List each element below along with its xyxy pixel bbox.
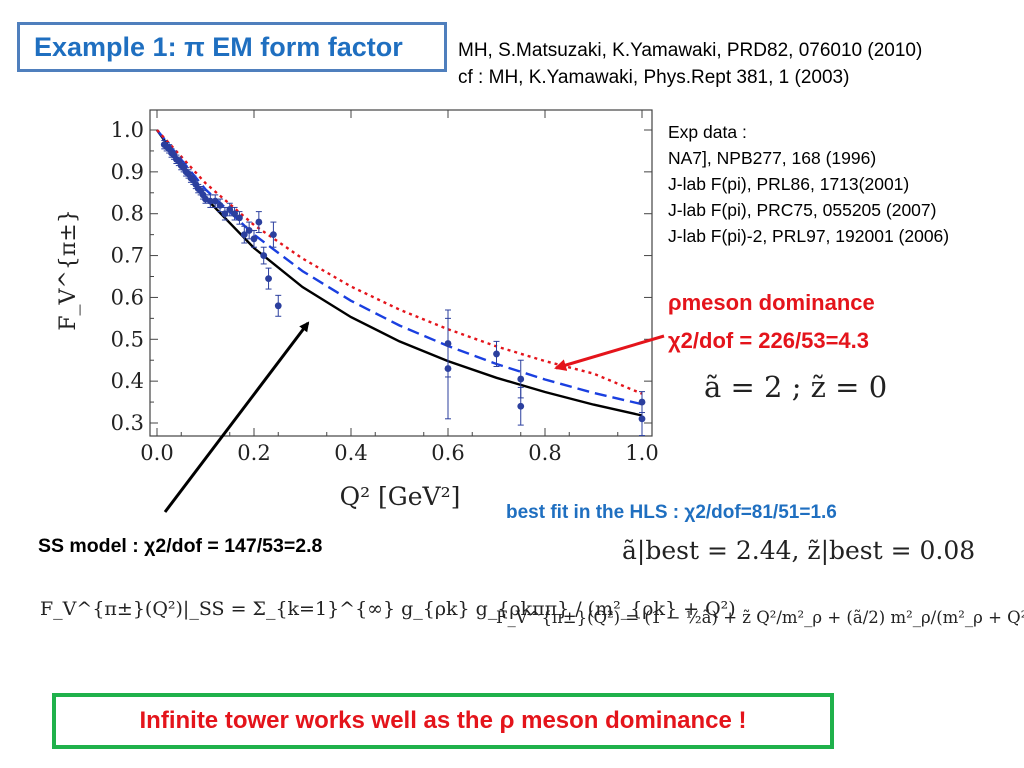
reference-1: MH, S.Matsuzaki, K.Yamawaki, PRD82, 0760… (458, 40, 923, 61)
x-tick-label: 0.2 (237, 441, 270, 465)
exp-data-jlab-1: J-lab F(pi), PRL86, 1713(2001) (668, 174, 910, 194)
y-tick-label: 0.8 (111, 202, 144, 226)
curve-dashed-blue (156, 129, 643, 406)
x-tick-label: 0.8 (528, 441, 561, 465)
data-point (265, 275, 272, 282)
y-tick-label: 0.6 (111, 285, 144, 309)
data-point (221, 210, 229, 218)
chart-points (160, 139, 646, 437)
conclusion-text: Infinite tower works well as the ρ meson… (139, 707, 747, 734)
data-point (211, 197, 219, 205)
title-box: Example 1: π EM form factor (17, 22, 447, 72)
ss-model-label: SS model : χ2/dof = 147/53=2.8 (38, 535, 323, 557)
x-tick-label: 1.0 (625, 441, 658, 465)
slide-title: Example 1: π EM form factor (34, 31, 403, 62)
chart-labels: 0.0 0.2 0.4 0.6 0.8 1.0 0.3 0.4 0.5 0.6 0.7 0.8 0.9 1… (56, 118, 659, 511)
conclusion-box: Infinite tower works well as the ρ meson… (52, 693, 834, 749)
data-point (231, 210, 239, 218)
x-tick-label: 0.6 (431, 441, 464, 465)
plot-frame (149, 109, 653, 437)
exp-data-jlab-3: J-lab F(pi)-2, PRL97, 192001 (2006) (668, 226, 950, 246)
y-tick-label: 0.5 (111, 327, 144, 351)
rho-dominance-arrow (554, 334, 665, 371)
data-point (274, 302, 282, 310)
data-point (444, 365, 452, 372)
curve-dotted-red (156, 129, 643, 395)
y-tick-label: 0.3 (111, 411, 144, 435)
y-axis-label: F_V^{π±} (56, 209, 81, 330)
y-tick-label: 0.4 (111, 369, 144, 393)
data-point (260, 252, 268, 259)
rho-params: ã = 2 ; z̃ = 0 (704, 370, 888, 404)
data-point (255, 218, 263, 226)
exp-data-jlab-2: J-lab F(pi), PRC75, 055205 (2007) (668, 200, 937, 220)
x-tick-label: 0.4 (334, 441, 367, 465)
chart-axes (149, 109, 653, 437)
chart-curves (156, 129, 643, 417)
curve-solid-black (156, 129, 643, 417)
data-point (270, 231, 277, 239)
data-point (236, 214, 243, 222)
y-tick-label: 0.9 (111, 160, 144, 184)
best-fit-label: best fit in the HLS : χ2/dof=81/51=1.6 (506, 502, 837, 523)
data-point (245, 227, 253, 234)
data-point (206, 197, 214, 205)
ss-model-arrow (163, 321, 310, 513)
data-point (517, 375, 525, 383)
data-point (216, 201, 224, 209)
hls-formula: F_V^{π±}(Q²) = (1 − ½ã) + z̃ Q²/m²_ρ + (… (496, 608, 1024, 627)
ss-formula: F_V^{π±}(Q²)|_SS = Σ_{k=1}^{∞} g_{ρk} g_… (40, 598, 736, 620)
x-axis-label: Q² [GeV²] (340, 482, 461, 511)
rho-chi2-label: χ2/dof = 226/53=4.3 (668, 328, 870, 353)
annotation-arrows (163, 321, 665, 513)
x-tick-label: 0.0 (140, 441, 173, 465)
y-tick-label: 1.0 (111, 118, 144, 142)
y-tick-label: 0.7 (111, 244, 144, 268)
data-point (493, 350, 500, 358)
reference-2: cf : MH, K.Yamawaki, Phys.Rept 381, 1 (2… (458, 67, 850, 88)
data-point (226, 206, 234, 213)
rho-dominance-label: ρmeson dominance (668, 290, 875, 315)
best-fit-params: ã|best = 2.44, z̃|best = 0.08 (622, 536, 976, 565)
data-point (250, 235, 258, 243)
data-point (517, 402, 525, 410)
exp-data-na7: NA7], NPB277, 168 (1996) (668, 148, 877, 168)
exp-data-heading: Exp data : (668, 122, 747, 142)
data-point (240, 231, 248, 239)
data-point (638, 415, 646, 423)
